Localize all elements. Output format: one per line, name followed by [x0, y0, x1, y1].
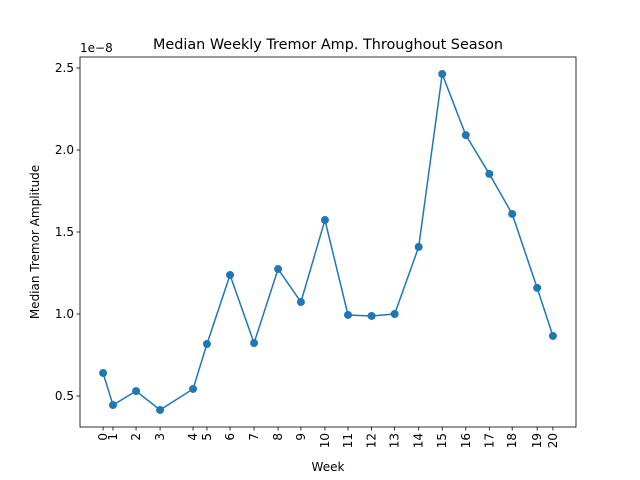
marker — [189, 384, 198, 393]
x-axis-label: Week — [312, 460, 345, 474]
x-tick-label: 17 — [482, 433, 496, 448]
marker — [108, 401, 117, 410]
plot-frame — [79, 56, 577, 428]
marker — [414, 242, 423, 251]
marker — [344, 310, 353, 319]
x-tick-label: 1 — [106, 433, 120, 441]
x-tick-label: 20 — [546, 433, 560, 448]
marker — [226, 270, 235, 279]
x-tick-label: 18 — [505, 433, 519, 448]
y-axis-label: Median Tremor Amplitude — [28, 165, 42, 319]
x-tick-label: 0 — [96, 433, 110, 441]
x-tick-label: 2 — [129, 433, 143, 441]
y-tick-label: 0.5 — [55, 389, 74, 403]
x-tick-label: 9 — [294, 433, 308, 441]
y-tick-label: 1.5 — [55, 225, 74, 239]
marker — [296, 298, 305, 307]
marker — [132, 387, 141, 396]
marker — [202, 340, 211, 349]
chart-title: Median Weekly Tremor Amp. Throughout Sea… — [153, 37, 503, 53]
marker — [156, 405, 165, 414]
x-tick-label: 15 — [435, 433, 449, 448]
x-tick-label: 7 — [247, 433, 261, 441]
marker — [390, 309, 399, 318]
x-tick-label: 11 — [341, 433, 355, 448]
marker — [485, 169, 494, 178]
marker — [461, 131, 470, 140]
line — [102, 73, 554, 411]
x-tick-label: 8 — [271, 433, 285, 441]
marker — [438, 70, 447, 79]
x-tick-label: 19 — [530, 433, 544, 448]
x-tick-label: 14 — [412, 433, 426, 448]
x-tick-label: 3 — [153, 433, 167, 441]
x-tick-label: 13 — [388, 433, 402, 448]
marker — [320, 216, 329, 225]
marker — [533, 283, 542, 292]
y-tick-label: 2.5 — [55, 61, 74, 75]
y-tick-label: 1.0 — [55, 307, 74, 321]
x-tick-label: 12 — [365, 433, 379, 448]
y-tick-label: 2.0 — [55, 143, 74, 157]
x-tick-label: 4 — [186, 433, 200, 441]
x-tick-label: 5 — [200, 433, 214, 441]
x-tick-label: 6 — [223, 433, 237, 441]
marker — [99, 369, 108, 378]
marker — [250, 339, 259, 348]
marker — [367, 311, 376, 320]
x-tick-label: 16 — [459, 433, 473, 448]
marker — [274, 265, 283, 274]
marker — [508, 209, 517, 218]
marker — [548, 331, 557, 340]
x-tick-label: 10 — [318, 433, 332, 448]
offset-text: 1e−8 — [80, 41, 113, 55]
